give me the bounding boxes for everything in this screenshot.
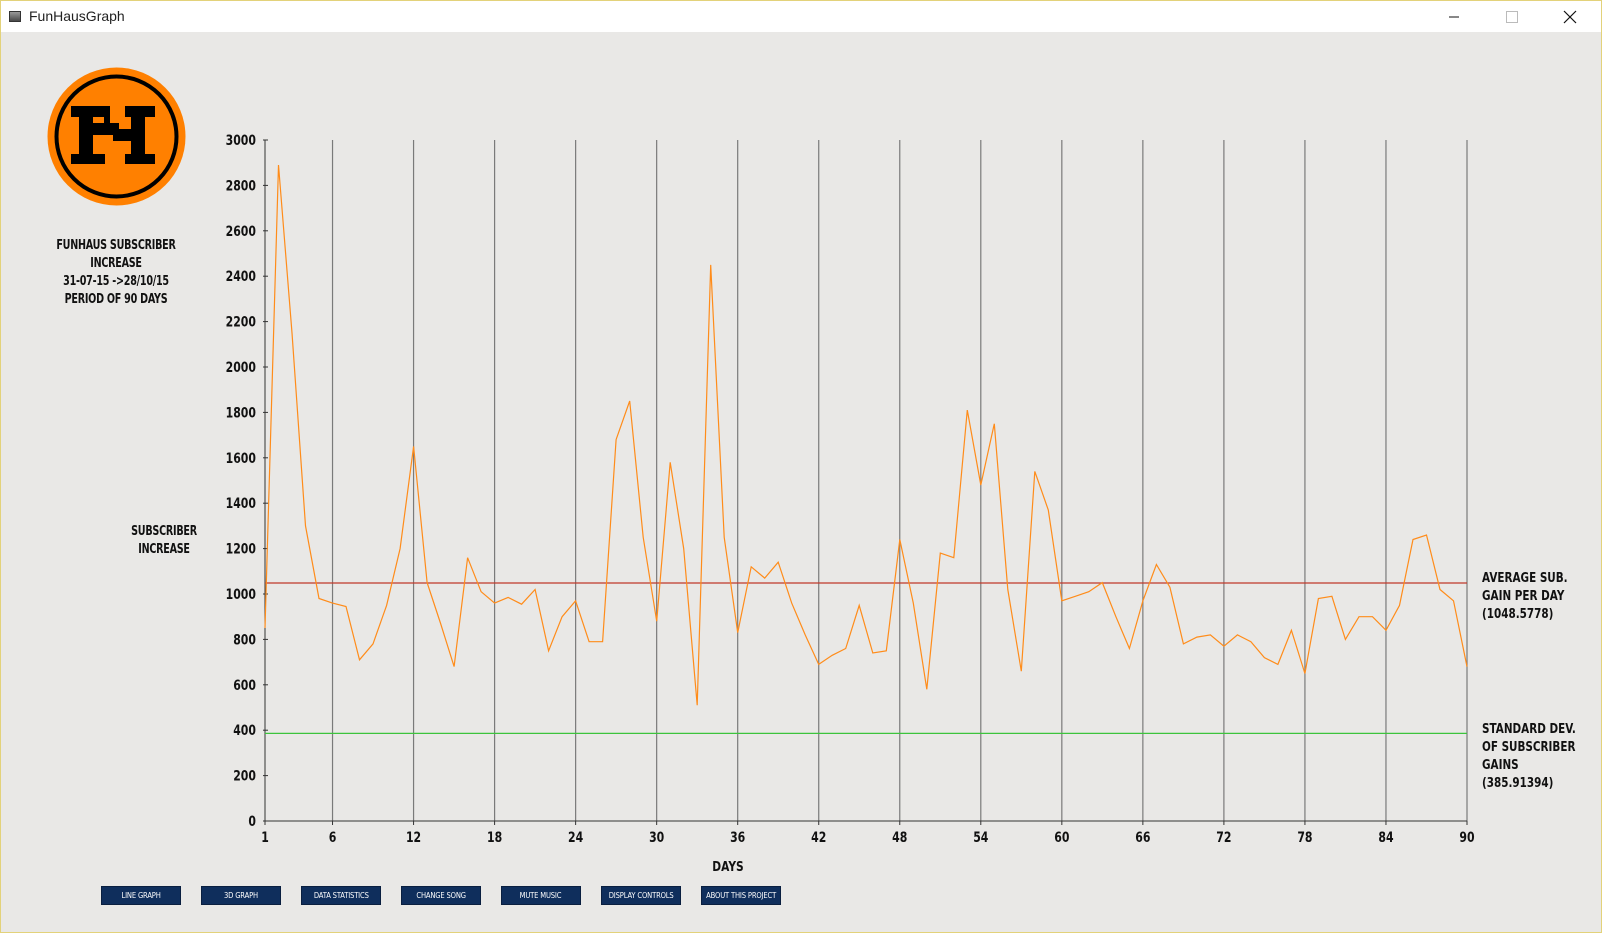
std-dev-label-line-4: (385.91394): [1482, 776, 1554, 791]
y-tick-label-2000: 2000: [226, 359, 257, 376]
3d-graph-button[interactable]: 3D GRAPH: [201, 886, 281, 905]
x-tick-label-18: 18: [487, 829, 502, 846]
line-graph-button-label: LINE GRAPH: [121, 891, 161, 900]
x-tick-label-48: 48: [892, 829, 907, 846]
x-tick-label-66: 66: [1135, 829, 1150, 846]
y-axis-label: SUBSCRIBER INCREASE: [123, 523, 205, 559]
app-icon: [9, 11, 21, 22]
std-dev-label: STANDARD DEV. OF SUBSCRIBER GAINS (385.9…: [1482, 721, 1576, 793]
y-tick-label-600: 600: [233, 676, 256, 693]
y-axis-label-line-2: INCREASE: [138, 542, 190, 557]
y-tick-label-1600: 1600: [226, 449, 257, 466]
funhaus-logo: [47, 67, 186, 206]
subscriber-series-line: [264, 164, 1468, 706]
minimize-button[interactable]: [1431, 1, 1477, 32]
x-axis-label: DAYS: [712, 859, 743, 874]
about-project-button[interactable]: ABOUT THIS PROJECT: [701, 886, 781, 905]
y-tick-label-1200: 1200: [226, 540, 257, 557]
y-tick-label-1800: 1800: [226, 404, 257, 421]
y-tick-label-3000: 3000: [226, 132, 257, 149]
y-tick-label-2400: 2400: [226, 268, 257, 285]
y-tick-label-1000: 1000: [226, 586, 257, 603]
about-project-button-label: ABOUT THIS PROJECT: [706, 891, 776, 900]
3d-graph-button-label: 3D GRAPH: [224, 891, 258, 900]
display-controls-button-label: DISPLAY CONTROLS: [608, 891, 674, 900]
std-dev-label-line-2: OF SUBSCRIBER: [1482, 740, 1576, 755]
x-tick-label-90: 90: [1459, 829, 1474, 846]
display-controls-button[interactable]: DISPLAY CONTROLS: [601, 886, 681, 905]
y-tick-label-400: 400: [233, 722, 256, 739]
minimize-icon: [1449, 16, 1459, 17]
y-tick-label-0: 0: [248, 813, 256, 830]
y-tick-label-1400: 1400: [226, 495, 257, 512]
std-dev-label-line-1: STANDARD DEV.: [1482, 722, 1576, 737]
y-axis-label-line-1: SUBSCRIBER: [131, 524, 197, 539]
chart-title-line-2: INCREASE: [90, 256, 142, 271]
x-tick-label-24: 24: [568, 829, 583, 846]
x-tick-label-36: 36: [730, 829, 745, 846]
y-tick-label-800: 800: [233, 631, 256, 648]
change-song-button[interactable]: CHANGE SONG: [401, 886, 481, 905]
x-tick-label-1: 1: [261, 829, 269, 846]
y-tick-label-200: 200: [233, 767, 256, 784]
average-label-line-2: GAIN PER DAY: [1482, 589, 1565, 604]
mute-music-button[interactable]: MUTE MUSIC: [501, 886, 581, 905]
x-tick-label-12: 12: [406, 829, 421, 846]
chart-title: FUNHAUS SUBSCRIBER INCREASE 31-07-15 ->2…: [50, 237, 181, 309]
x-tick-label-54: 54: [973, 829, 988, 846]
close-button[interactable]: [1547, 1, 1593, 32]
chart-title-line-1: FUNHAUS SUBSCRIBER: [56, 238, 176, 253]
close-icon: [1563, 10, 1577, 23]
maximize-icon: [1506, 10, 1518, 23]
title-bar: FunHausGraph: [1, 1, 1601, 32]
y-tick-label-2800: 2800: [226, 177, 257, 194]
chart-title-line-4: PERIOD OF 90 DAYS: [64, 292, 168, 307]
x-tick-label-6: 6: [329, 829, 337, 846]
x-tick-label-78: 78: [1297, 829, 1312, 846]
std-dev-label-line-3: GAINS: [1482, 758, 1519, 773]
average-label-line-1: AVERAGE SUB.: [1482, 571, 1568, 586]
y-tick-label-2600: 2600: [226, 222, 257, 239]
mute-music-button-label: MUTE MUSIC: [520, 891, 562, 900]
data-statistics-button[interactable]: DATA STATISTICS: [301, 886, 381, 905]
x-tick-label-84: 84: [1378, 829, 1393, 846]
chart-title-line-3: 31-07-15 ->28/10/15: [63, 274, 169, 289]
average-label: AVERAGE SUB. GAIN PER DAY (1048.5778): [1482, 570, 1568, 624]
maximize-button[interactable]: [1489, 1, 1535, 32]
y-tick-label-2200: 2200: [226, 313, 257, 330]
line-graph-button[interactable]: LINE GRAPH: [101, 886, 181, 905]
x-tick-label-42: 42: [811, 829, 826, 846]
data-statistics-button-label: DATA STATISTICS: [313, 891, 369, 900]
x-tick-label-72: 72: [1216, 829, 1231, 846]
average-label-line-3: (1048.5778): [1482, 607, 1554, 622]
x-tick-label-30: 30: [649, 829, 664, 846]
x-tick-label-60: 60: [1054, 829, 1069, 846]
change-song-button-label: CHANGE SONG: [416, 891, 466, 900]
window-title: FunHausGraph: [29, 8, 125, 24]
